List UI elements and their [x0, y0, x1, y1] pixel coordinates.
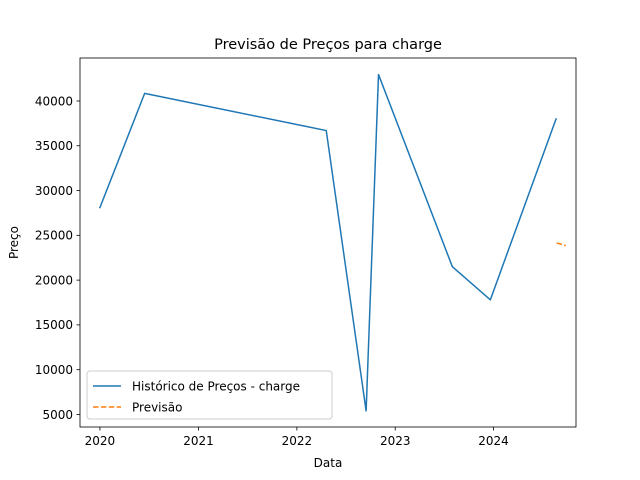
chart-title: Previsão de Preços para charge — [214, 37, 442, 53]
y-tick-label: 35000 — [35, 139, 73, 153]
plot-frame — [79, 57, 577, 428]
x-tick-label: 2024 — [478, 434, 509, 448]
y-axis: 5000 10000 15000 20000 25000 30000 35000 40000 — [35, 94, 80, 422]
legend-label-0: Histórico de Preços - charge — [132, 379, 300, 393]
x-tick-label: 2022 — [282, 434, 313, 448]
legend: Histórico de Preços - charge Previsão — [86, 370, 333, 420]
y-tick-label: 25000 — [35, 229, 73, 243]
y-tick-label: 5000 — [42, 408, 73, 422]
series-layer — [98, 73, 566, 412]
y-tick-label: 20000 — [35, 273, 73, 287]
y-tick-label: 30000 — [35, 184, 73, 198]
x-tick-label: 2020 — [85, 434, 116, 448]
x-axis-title: Data — [314, 456, 343, 470]
y-axis-title: Preço — [7, 226, 21, 259]
y-tick-label: 10000 — [35, 363, 73, 377]
legend-label-1: Previsão — [132, 400, 182, 414]
legend-frame — [86, 370, 333, 420]
x-tick-label: 2021 — [183, 434, 214, 448]
y-tick-label: 40000 — [35, 94, 73, 108]
y-tick-label: 15000 — [35, 318, 73, 332]
x-tick-label: 2023 — [380, 434, 411, 448]
series-line-1 — [556, 242, 566, 247]
x-axis: 2020 2021 2022 2023 2024 — [85, 427, 509, 448]
series-line-0 — [98, 73, 558, 412]
